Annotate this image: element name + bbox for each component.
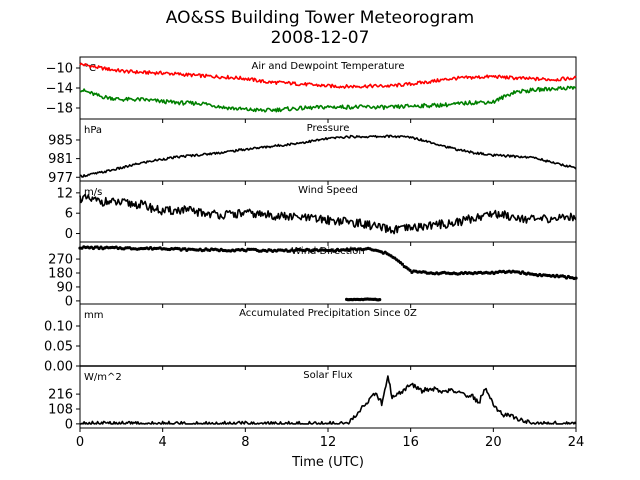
series-line-primary	[80, 375, 577, 425]
x-tick-label: 12	[320, 435, 337, 450]
series-line-secondary	[79, 85, 577, 113]
panel-unit-label: °C	[84, 63, 96, 74]
y-tick-label: 0.05	[44, 340, 73, 355]
y-tick-label: 985	[48, 133, 73, 148]
panel-unit-label: m/s	[84, 187, 102, 198]
y-tick-label: 0.00	[44, 360, 73, 375]
panel-unit-label: mm	[84, 310, 103, 321]
y-tick-label: 977	[48, 171, 73, 186]
panel-title: Pressure	[307, 123, 350, 134]
panel-unit-label: W/m^2	[84, 372, 122, 383]
series-line-primary	[79, 134, 577, 178]
panel-title: Solar Flux	[303, 370, 353, 381]
wind-direction-point	[574, 276, 578, 280]
x-tick-label: 0	[76, 435, 84, 450]
y-tick-label: 981	[48, 152, 73, 167]
y-tick-label: 108	[48, 402, 73, 417]
y-tick-label: 0	[65, 417, 73, 432]
series-line-primary	[79, 62, 577, 89]
wind-direction-point	[408, 268, 412, 272]
y-tick-label: 0.10	[44, 320, 73, 335]
y-tick-label: −18	[46, 102, 73, 117]
y-tick-label: 180	[48, 267, 73, 282]
panel-unit-label: hPa	[84, 125, 102, 136]
wind-direction-point	[378, 298, 382, 302]
figure-title: AO&SS Building Tower Meteorogram	[165, 8, 475, 28]
y-tick-label: 0	[65, 227, 73, 242]
figure-subtitle: 2008-12-07	[270, 28, 370, 48]
y-tick-label: 90	[56, 280, 73, 295]
y-tick-label: 270	[48, 253, 73, 268]
x-tick-label: 8	[241, 435, 249, 450]
y-tick-label: 0	[65, 294, 73, 309]
panel-title: Accumulated Precipitation Since 0Z	[239, 308, 417, 319]
x-tick-label: 16	[402, 435, 419, 450]
panel-title: Wind Speed	[298, 185, 358, 196]
y-tick-label: −14	[46, 82, 73, 97]
y-tick-label: 12	[56, 186, 73, 201]
panel-title: Air and Dewpoint Temperature	[252, 61, 405, 72]
series-line-primary	[79, 193, 577, 235]
x-tick-label: 4	[159, 435, 167, 450]
y-tick-label: 216	[48, 388, 73, 403]
x-tick-label: 24	[568, 435, 585, 450]
wind-direction-point	[400, 262, 404, 266]
x-axis-label: Time (UTC)	[291, 455, 364, 470]
y-tick-label: 6	[65, 207, 73, 222]
x-tick-label: 20	[485, 435, 502, 450]
y-tick-label: −10	[46, 62, 73, 77]
